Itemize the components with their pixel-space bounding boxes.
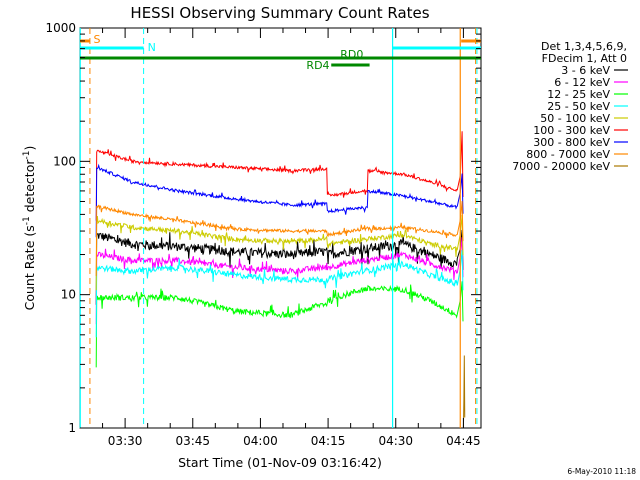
legend-entry: 50 - 100 keV	[540, 112, 610, 125]
x-axis-label: Start Time (01-Nov-09 03:16:42)	[178, 455, 382, 470]
series-line	[95, 131, 464, 221]
legend-entry: 100 - 300 keV	[533, 124, 610, 137]
series-line	[95, 281, 464, 368]
series-group	[95, 131, 466, 429]
legend-entry: 300 - 800 keV	[533, 136, 610, 149]
y-tick-label: 10	[61, 288, 76, 302]
legend-header: FDecim 1, Att 0	[542, 52, 627, 65]
y-axis-ticks: 1 10 100 1000	[45, 21, 481, 435]
flag-label-rd4: RD4	[306, 59, 329, 72]
y-label-part: )	[22, 146, 37, 151]
x-tick-label: 04:00	[243, 434, 278, 448]
x-tick-label: 03:30	[108, 434, 143, 448]
chart-title: HESSI Observing Summary Count Rates	[130, 4, 429, 22]
series-line	[95, 237, 464, 325]
timestamp: 6-May-2010 11:18	[567, 467, 636, 476]
legend: Det 1,3,4,5,6,9,FDecim 1, Att 03 - 6 keV…	[512, 40, 628, 173]
series-line	[95, 200, 464, 277]
legend-entry: 3 - 6 keV	[561, 64, 610, 77]
x-tick-label: 04:45	[446, 434, 481, 448]
flag-label-rd0: RD0	[340, 48, 363, 61]
x-tick-label: 04:30	[378, 434, 413, 448]
y-label-sup: -1	[22, 151, 32, 160]
flag-label-s: S	[94, 33, 101, 46]
legend-entry: 800 - 7000 keV	[526, 148, 610, 161]
x-axis-ticks: 03:30 03:45 04:00 04:15 04:30 04:45	[102, 28, 481, 448]
y-label-part: Count Rate (s	[22, 225, 37, 310]
legend-entry: 25 - 50 keV	[547, 100, 610, 113]
x-tick-label: 03:45	[175, 434, 210, 448]
series-line	[95, 250, 464, 338]
legend-entry: 12 - 25 keV	[547, 88, 610, 101]
y-label-sup: -1	[22, 216, 32, 225]
y-tick-label: 100	[53, 154, 76, 168]
x-tick-label: 04:15	[311, 434, 346, 448]
y-label-part: detector	[22, 159, 37, 217]
series-line	[95, 163, 464, 238]
series-line	[95, 229, 464, 305]
legend-entry: 6 - 12 keV	[554, 76, 610, 89]
y-tick-label: 1000	[45, 21, 76, 35]
legend-entry: 7000 - 20000 keV	[512, 160, 610, 173]
series-line	[95, 214, 464, 291]
y-tick-label: 1	[68, 421, 76, 435]
legend-header: Det 1,3,4,5,6,9,	[541, 40, 627, 53]
flag-label-n: N	[148, 41, 156, 54]
y-axis-label: Count Rate (s-1 detector-1)	[22, 146, 37, 311]
series-line	[462, 355, 466, 429]
